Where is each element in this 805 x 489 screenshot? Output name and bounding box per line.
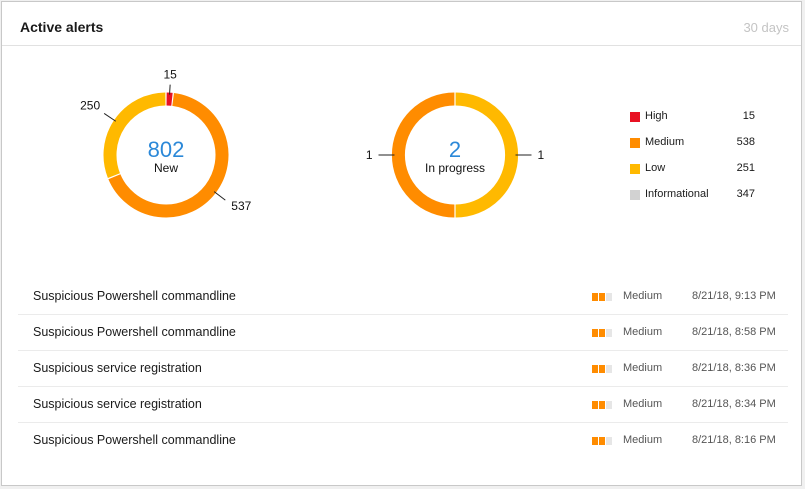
severity-medium-icon bbox=[592, 401, 614, 409]
legend-count: 15 bbox=[742, 110, 755, 122]
alert-name[interactable]: Suspicious Powershell commandline bbox=[33, 433, 236, 447]
donut-segment-medium[interactable] bbox=[108, 93, 229, 218]
alert-severity: Medium bbox=[623, 362, 663, 374]
legend-count: 538 bbox=[736, 136, 755, 148]
severity-medium-icon bbox=[592, 293, 614, 301]
alert-timestamp: 8/21/18, 8:36 PM bbox=[692, 362, 776, 374]
donut-leader-line bbox=[213, 191, 226, 201]
alert-severity: Medium bbox=[623, 326, 663, 338]
donut-value-label-medium: 537 bbox=[231, 199, 251, 213]
donut-segment-medium[interactable] bbox=[391, 92, 455, 218]
alert-list: Suspicious Powershell commandline Medium 8… bbox=[18, 279, 788, 459]
alert-timestamp: 8/21/18, 9:13 PM bbox=[692, 290, 776, 302]
in-progress-alerts-donut[interactable]: 1 1 2In progress bbox=[366, 92, 545, 218]
legend-item-low[interactable]: Low 251 bbox=[630, 161, 760, 187]
alert-severity: Medium bbox=[623, 290, 663, 302]
legend-count: 347 bbox=[736, 188, 755, 200]
card-title: Active alerts bbox=[20, 19, 104, 35]
alert-name[interactable]: Suspicious service registration bbox=[33, 361, 202, 375]
alert-name[interactable]: Suspicious Powershell commandline bbox=[33, 289, 236, 303]
alert-name[interactable]: Suspicious Powershell commandline bbox=[33, 325, 236, 339]
legend-item-informational[interactable]: Informational 347 bbox=[630, 187, 760, 213]
severity-medium-icon bbox=[592, 329, 614, 337]
donut-center-value: 2 bbox=[449, 137, 461, 162]
donut-value-label-low: 1 bbox=[538, 148, 545, 162]
severity-legend: High 15 Medium 538 Low 251 Informational 347 bbox=[630, 109, 760, 213]
alert-name[interactable]: Suspicious service registration bbox=[33, 397, 202, 411]
severity-medium-icon bbox=[592, 437, 614, 445]
donut-value-label-medium: 1 bbox=[366, 148, 373, 162]
alert-row[interactable]: Suspicious Powershell commandline Medium 8… bbox=[18, 315, 788, 351]
legend-count: 251 bbox=[736, 162, 755, 174]
alert-severity: Medium bbox=[623, 398, 663, 410]
donut-leader-line bbox=[103, 113, 117, 122]
alert-timestamp: 8/21/18, 8:58 PM bbox=[692, 326, 776, 338]
legend-label: Low bbox=[645, 162, 666, 174]
alert-timestamp: 8/21/18, 8:34 PM bbox=[692, 398, 776, 410]
donut-value-label-low: 250 bbox=[80, 98, 100, 112]
severity-medium-icon bbox=[592, 365, 614, 373]
legend-swatch bbox=[630, 138, 640, 148]
legend-swatch bbox=[630, 164, 640, 174]
donut-segment-low[interactable] bbox=[455, 92, 519, 218]
legend-swatch bbox=[630, 190, 640, 200]
card-header: Active alerts 30 days bbox=[2, 2, 801, 46]
legend-label: High bbox=[645, 110, 668, 122]
alert-timestamp: 8/21/18, 8:16 PM bbox=[692, 434, 776, 446]
alert-row[interactable]: Suspicious service registration Medium 8/2… bbox=[18, 351, 788, 387]
time-period-label: 30 days bbox=[743, 20, 789, 35]
alert-severity: Medium bbox=[623, 434, 663, 446]
legend-label: Informational bbox=[645, 188, 709, 200]
donut-value-label-high: 15 bbox=[163, 68, 177, 82]
legend-label: Medium bbox=[645, 136, 685, 148]
legend-swatch bbox=[630, 112, 640, 122]
alert-row[interactable]: Suspicious service registration Medium 8/2… bbox=[18, 387, 788, 423]
donut-center-value: 802 bbox=[148, 137, 185, 162]
donut-center-label: New bbox=[154, 161, 178, 175]
donut-center-label: In progress bbox=[425, 161, 485, 175]
legend-item-high[interactable]: High 15 bbox=[630, 109, 760, 135]
donut-segment-low[interactable] bbox=[103, 92, 166, 179]
legend-item-medium[interactable]: Medium 538 bbox=[630, 135, 760, 161]
alert-row[interactable]: Suspicious Powershell commandline Medium 8… bbox=[18, 279, 788, 315]
alert-row[interactable]: Suspicious Powershell commandline Medium 8… bbox=[18, 423, 788, 459]
donut-leader-line bbox=[169, 84, 171, 95]
